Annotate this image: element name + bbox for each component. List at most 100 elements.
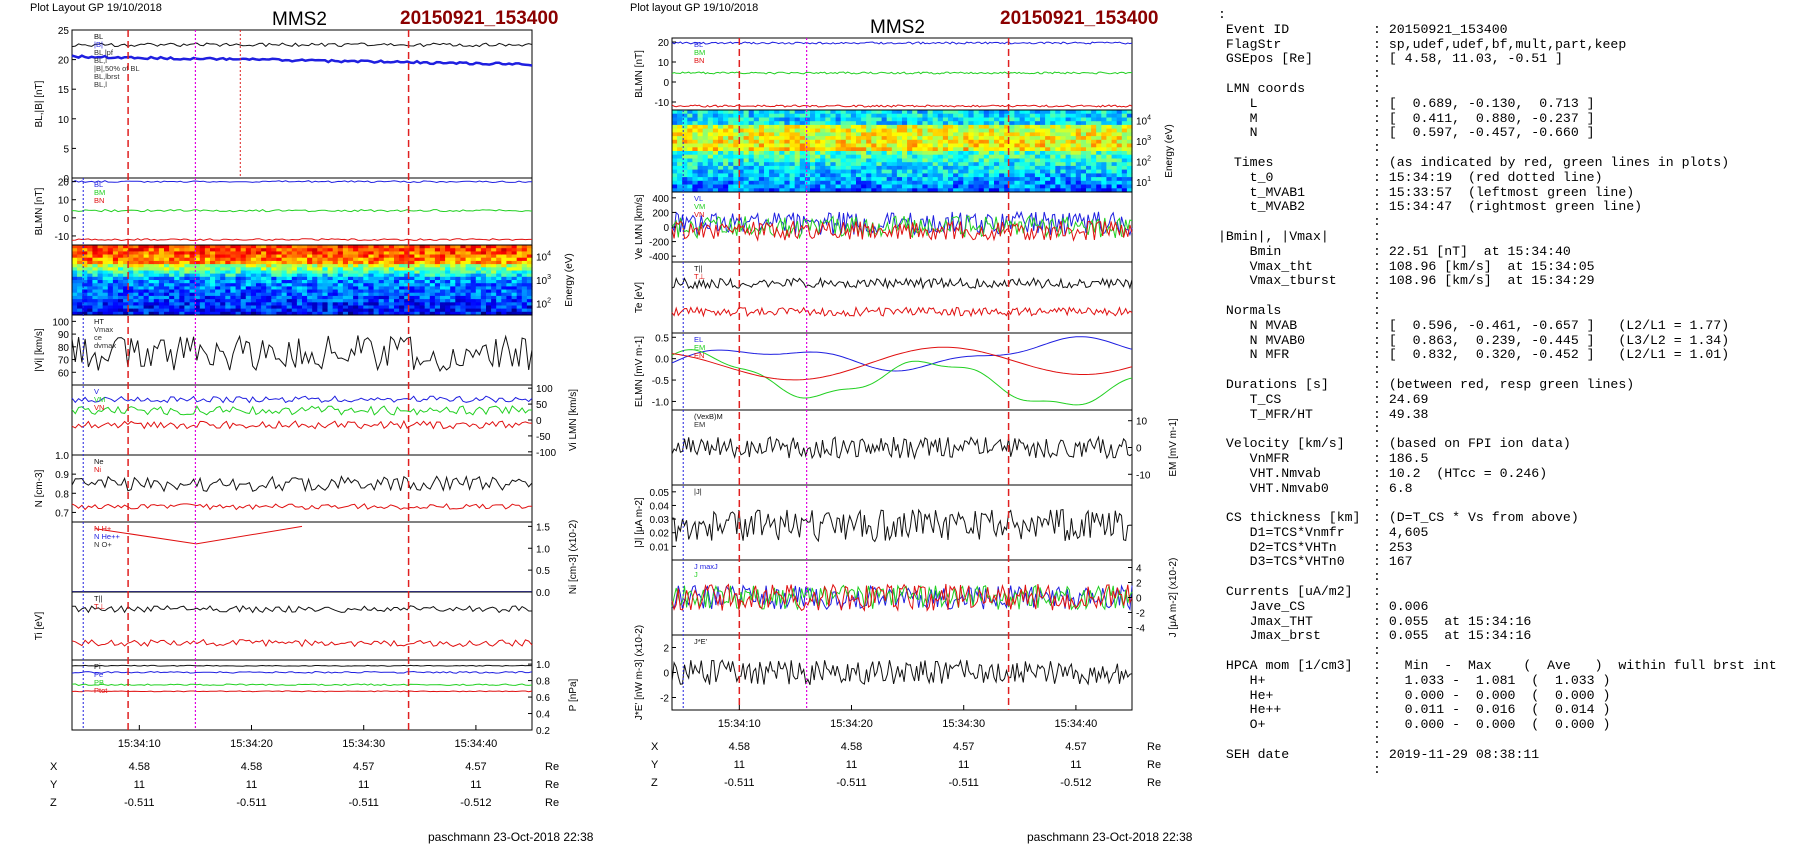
spectrogram-cell xyxy=(266,248,272,252)
spectrogram-cell xyxy=(830,124,837,130)
summary-value: : [ 0.597, -0.457, -0.660 ] xyxy=(1373,125,1595,141)
spectrogram-cell xyxy=(486,286,492,291)
spectrogram-cell xyxy=(107,257,114,262)
spectrogram-cell xyxy=(861,113,867,118)
spectrogram-cell xyxy=(388,251,395,256)
spectrogram-cell xyxy=(835,128,842,133)
spectrogram-cell xyxy=(342,305,349,310)
spectrogram-cell xyxy=(169,286,175,291)
spectrogram-cell xyxy=(353,299,359,303)
spectrogram-cell xyxy=(240,283,247,287)
spectrogram-cell xyxy=(429,251,436,256)
spectrogram-cell xyxy=(845,169,852,174)
spectrogram-cell xyxy=(440,276,446,281)
spectrogram-cell xyxy=(92,280,99,284)
spectrogram-cell xyxy=(460,245,467,249)
spectrogram-cell xyxy=(1004,136,1010,141)
spectrogram-cell xyxy=(1045,128,1051,133)
spectrogram-cell xyxy=(891,110,898,115)
spectrogram-cell xyxy=(1019,184,1026,189)
spectrogram-cell xyxy=(845,113,852,118)
spectrogram-cell xyxy=(312,311,318,316)
spectrogram-cell xyxy=(881,113,888,118)
spectrogram-cell xyxy=(1009,121,1015,126)
spectrogram-cell xyxy=(1024,165,1031,171)
spectrogram-cell xyxy=(973,162,980,167)
spectrogram-cell xyxy=(907,113,913,118)
series-line xyxy=(671,349,1133,406)
summary-value: : xyxy=(1373,80,1381,96)
spectrogram-cell xyxy=(825,154,831,159)
spectrogram-cell xyxy=(133,292,139,297)
spectrogram-cell xyxy=(486,280,492,284)
spectrogram-cell xyxy=(373,308,380,313)
spectrogram-cell xyxy=(296,283,303,287)
spectrogram-cell xyxy=(830,117,837,122)
spectrogram-cell xyxy=(861,151,867,156)
legend-entry: Pe xyxy=(94,670,103,679)
spectrogram-cell xyxy=(107,280,114,284)
spectrogram-cell xyxy=(184,267,191,272)
spectrogram-cell xyxy=(470,254,477,259)
spectrogram-cell xyxy=(723,162,729,167)
spectrogram-cell xyxy=(470,292,477,297)
spectrogram-cell xyxy=(723,113,729,118)
spectrogram-cell xyxy=(738,173,745,178)
axis-label: ELMN [mV m-1] xyxy=(634,336,645,407)
spectrogram-cell xyxy=(1121,162,1128,167)
spectrogram-cell xyxy=(394,289,400,294)
left-spacecraft-label: MMS2 xyxy=(272,9,327,30)
spectrogram-cell xyxy=(1014,154,1021,159)
spectrogram-cell xyxy=(769,128,775,133)
spectrogram-cell xyxy=(942,165,949,171)
spectrogram-cell xyxy=(994,121,1000,126)
spectrogram-cell xyxy=(118,245,124,249)
spectrogram-cell xyxy=(953,173,959,178)
spectrogram-cell xyxy=(327,305,334,310)
spectrogram-cell xyxy=(291,276,298,281)
spectrogram-cell xyxy=(281,260,288,265)
spectrogram-cell xyxy=(118,311,124,316)
spectrogram-cell xyxy=(866,117,872,122)
spectrogram-cell xyxy=(1075,173,1082,178)
spectrogram-cell xyxy=(866,151,872,156)
spectrogram-cell xyxy=(332,248,339,252)
spectrogram-cell xyxy=(526,283,533,287)
spectrogram-cell xyxy=(902,110,908,115)
time-tick-label: 15:34:20 xyxy=(830,718,873,730)
spectrogram-cell xyxy=(881,121,888,126)
spectrogram-cell xyxy=(455,245,461,249)
spectrogram-cell xyxy=(77,270,83,275)
spectrogram-cell xyxy=(712,117,719,122)
spectrogram-cell xyxy=(682,180,688,186)
spectrogram-cell xyxy=(927,169,934,174)
spectrogram-cell xyxy=(486,276,492,281)
spectrogram-cell xyxy=(973,165,980,171)
tick-label: 0.6 xyxy=(536,693,550,704)
spectrogram-cell xyxy=(1075,151,1082,156)
spectrogram-cell xyxy=(516,280,523,284)
spectrogram-cell xyxy=(82,264,88,268)
spectrogram-cell xyxy=(358,245,364,249)
spectrogram-cell xyxy=(388,302,395,307)
spectrogram-cell xyxy=(1024,147,1031,152)
spectrogram-cell xyxy=(733,121,739,126)
spectrogram-cell xyxy=(368,311,375,316)
spectrogram-cell xyxy=(1126,124,1133,130)
spectrogram-cell xyxy=(138,308,145,313)
spectrogram-cell xyxy=(302,254,308,259)
summary-key: N MVAB0 xyxy=(1218,332,1306,348)
spectrogram-cell xyxy=(225,276,231,281)
spectrogram-cell xyxy=(388,292,395,297)
spectrogram-cell xyxy=(692,180,699,186)
spectrogram-cell xyxy=(92,257,99,262)
summary-row: VnMFR: 186.5 xyxy=(1218,451,1777,467)
spectrogram-cell xyxy=(72,273,78,278)
spectrogram-cell xyxy=(302,302,308,307)
spectrogram-cell xyxy=(840,113,847,118)
spectrogram-cell xyxy=(774,121,780,126)
spectrogram-cell xyxy=(266,311,272,316)
spectrogram-cell xyxy=(112,302,119,307)
spectrogram-cell xyxy=(881,147,888,152)
spectrogram-cell xyxy=(804,124,811,130)
